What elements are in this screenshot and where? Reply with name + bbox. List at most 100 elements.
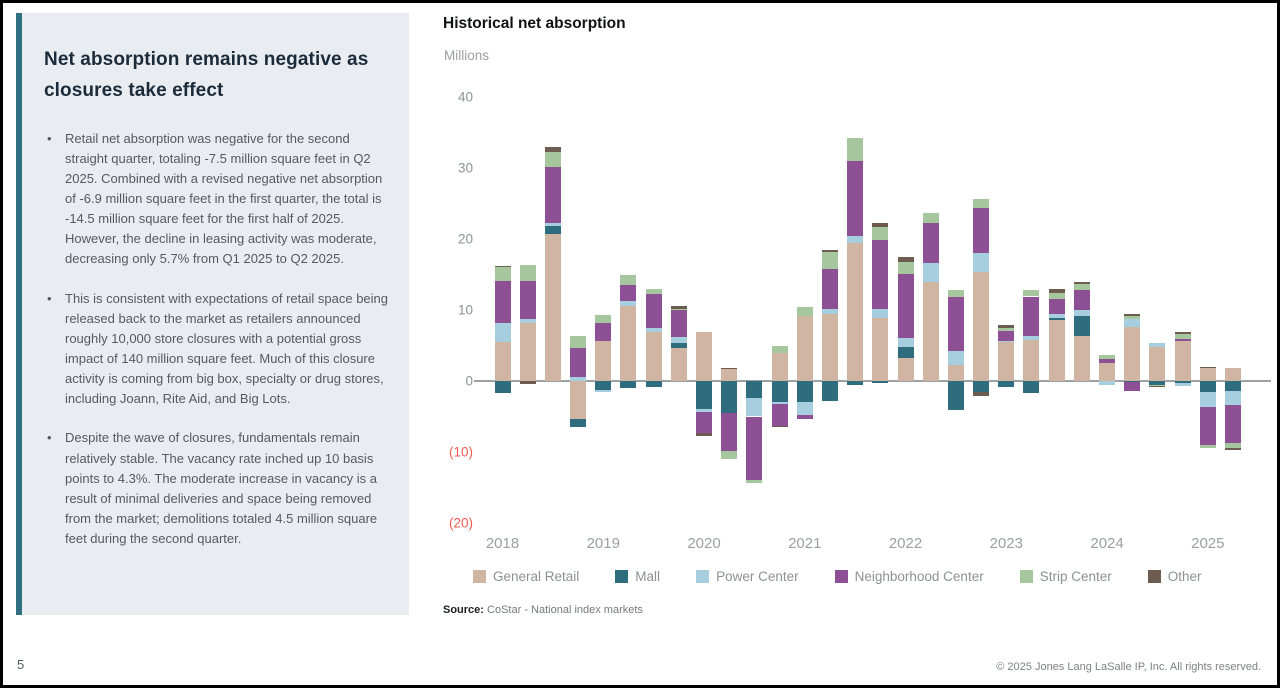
legend-swatch-icon — [1019, 570, 1033, 583]
bar-segment — [1174, 381, 1191, 384]
bar-segment — [544, 152, 561, 167]
chart-units-label: Millions — [444, 48, 490, 63]
bar-segment — [696, 409, 713, 412]
bar-segment — [670, 309, 687, 310]
bar-segment — [1023, 290, 1040, 297]
bar-segment — [1225, 447, 1241, 450]
bar-segment — [771, 346, 788, 354]
x-axis-year-label: 2019 — [586, 535, 620, 552]
bar-segment — [519, 265, 536, 281]
bar-segment — [494, 265, 511, 268]
legend-item: Power Center — [696, 569, 799, 584]
bar-segment — [721, 450, 738, 460]
source-label: Source: — [443, 604, 484, 616]
legend-label: Mall — [635, 569, 661, 584]
bar-segment — [1124, 313, 1141, 316]
bar-segment — [544, 234, 561, 381]
bar-segment — [620, 300, 637, 306]
bar-segment — [771, 381, 788, 402]
bar-segment — [771, 353, 788, 381]
bar-segment — [494, 280, 511, 324]
x-axis-year-label: 2024 — [1090, 535, 1124, 552]
bar-segment — [1225, 381, 1241, 391]
bar-segment — [998, 328, 1015, 332]
bar-segment — [519, 280, 536, 319]
bar-segment — [973, 381, 990, 393]
bar-segment — [570, 335, 587, 348]
bar-segment — [1099, 358, 1116, 363]
bar-segment — [1099, 355, 1116, 359]
y-axis-tick-label: 0 — [465, 373, 473, 389]
bar-segment — [847, 381, 864, 386]
bar-segment — [897, 358, 914, 381]
bar-segment — [796, 315, 813, 381]
bar-segment — [746, 479, 763, 484]
bar-segment — [796, 381, 813, 403]
bar-segment — [595, 323, 612, 342]
bar-segment — [998, 340, 1015, 342]
bar-segment — [897, 257, 914, 263]
bar-segment — [1124, 327, 1141, 381]
bar-segment — [821, 313, 838, 381]
bar-segment — [922, 263, 939, 283]
bar-segment — [1048, 299, 1065, 315]
bar-segment — [1199, 381, 1216, 393]
bar-segment — [544, 225, 561, 235]
bar-segment — [973, 207, 990, 254]
bar-segment — [872, 381, 889, 384]
bar-segment — [922, 282, 939, 381]
bar-segment — [1124, 315, 1141, 319]
bar-segment — [595, 389, 612, 392]
bar-segment — [1073, 290, 1090, 310]
page-number: 5 — [17, 657, 25, 672]
bullet-list: Retail net absorption was negative for t… — [44, 129, 389, 550]
bar-segment — [1023, 296, 1040, 337]
bar-segment — [1124, 318, 1141, 328]
bar-segment — [670, 336, 687, 344]
bar-segment — [821, 308, 838, 314]
x-axis-year-label: 2022 — [888, 535, 923, 552]
bar-segment — [1225, 443, 1241, 448]
x-axis-year-label: 2018 — [485, 535, 520, 552]
bar-segment — [771, 425, 788, 428]
bar-segment — [821, 268, 838, 309]
bar-segment — [897, 346, 914, 359]
bar-segment — [872, 239, 889, 309]
bar-segment — [696, 332, 713, 381]
legend-item: General Retail — [473, 569, 579, 584]
bar-segment — [1023, 381, 1040, 394]
bar-segment — [796, 307, 813, 316]
bar-segment — [696, 432, 713, 436]
legend-label: Other — [1167, 569, 1202, 584]
bar-segment — [1073, 283, 1090, 291]
legend-swatch-icon — [1147, 570, 1161, 583]
bar-segment — [947, 297, 964, 352]
bar-segment — [1225, 405, 1241, 444]
bar-segment — [1174, 334, 1191, 340]
chart-legend: General Retail Mall Power Center Neighborho… — [473, 569, 1202, 584]
x-axis-year-label: 2025 — [1191, 535, 1225, 552]
bar-segment — [847, 243, 864, 381]
bar-segment — [696, 381, 713, 410]
bar-segment — [494, 381, 511, 394]
bar-segment — [595, 314, 612, 324]
bar-segment — [973, 253, 990, 273]
bar-segment — [847, 236, 864, 244]
bar-segment — [847, 160, 864, 237]
bar-segment — [570, 347, 587, 378]
bar-segment — [1225, 390, 1241, 406]
bar-segment — [1174, 383, 1191, 386]
bar-segment — [570, 419, 587, 428]
bar-segment — [1048, 319, 1065, 381]
bar-segment — [1124, 381, 1141, 383]
y-axis-tick-label: (20) — [448, 515, 473, 531]
y-axis-tick-label: 10 — [457, 302, 473, 318]
bar-segment — [922, 222, 939, 264]
bar-segment — [821, 250, 838, 253]
legend-item: Other — [1147, 569, 1202, 584]
bar-segment — [620, 275, 637, 286]
x-axis-year-label: 2021 — [788, 535, 822, 552]
summary-panel: Net absorption remains negative as closu… — [16, 13, 409, 615]
panel-title: Net absorption remains negative as closu… — [44, 49, 369, 101]
bar-segment — [1199, 366, 1216, 369]
